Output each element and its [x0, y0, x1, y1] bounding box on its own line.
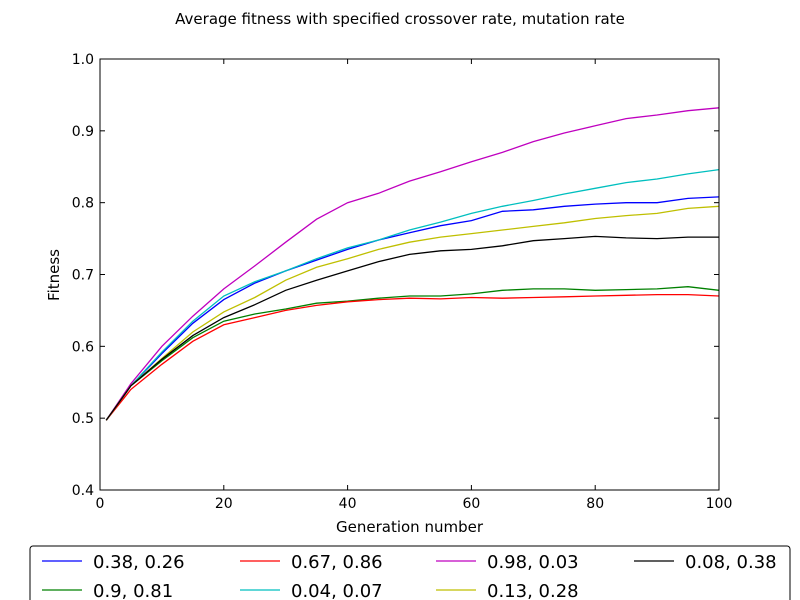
- series-line-6: [105, 205, 720, 421]
- y-tick-label: 0.8: [72, 196, 94, 212]
- x-tick-label: 60: [462, 496, 480, 512]
- y-tick-label: 1.0: [72, 52, 94, 68]
- legend-label-2: 0.9, 0.81: [93, 581, 173, 600]
- plot-frame: [99, 58, 720, 491]
- y-tick-label: 0.4: [72, 483, 94, 499]
- x-tick-label: 20: [215, 496, 233, 512]
- series-line-7: [105, 235, 719, 421]
- x-tick-label: 40: [339, 496, 357, 512]
- y-tick-label: 0.5: [72, 411, 94, 427]
- legend-label-1: 0.38, 0.26: [93, 552, 185, 573]
- series-line-4: [105, 168, 720, 421]
- legend-label-3: 0.67, 0.86: [291, 552, 383, 573]
- plot-lines: [105, 107, 720, 421]
- x-tick-label: 100: [706, 496, 733, 512]
- legend-label-7: 0.08, 0.38: [685, 552, 777, 573]
- y-tick-label: 0.7: [72, 268, 94, 284]
- y-axis-ticks: 0.4 0.5 0.6 0.7 0.8 0.9 1.0: [72, 52, 719, 499]
- y-axis-label: Fitness: [45, 249, 63, 301]
- y-tick-label: 0.9: [72, 124, 94, 140]
- legend-box: [29, 545, 791, 600]
- series-line-3: [105, 293, 720, 421]
- series-line-2: [105, 286, 720, 421]
- x-axis-label: Generation number: [336, 518, 484, 536]
- x-tick-label: 0: [96, 496, 105, 512]
- x-tick-label: 80: [586, 496, 604, 512]
- series-line-1: [105, 196, 720, 421]
- x-axis-ticks: 0 20 40 60 80 100: [96, 59, 733, 512]
- legend-label-5: 0.98, 0.03: [487, 552, 579, 573]
- legend-label-6: 0.13, 0.28: [487, 581, 579, 600]
- series-line-5: [105, 107, 720, 421]
- legend-label-4: 0.04, 0.07: [291, 581, 383, 600]
- chart-title: Average fitness with specified crossover…: [175, 10, 625, 28]
- y-tick-label: 0.6: [72, 339, 94, 355]
- legend: 0.38, 0.26 0.9, 0.81 0.67, 0.86 0.04, 0.07 0…: [29, 545, 791, 600]
